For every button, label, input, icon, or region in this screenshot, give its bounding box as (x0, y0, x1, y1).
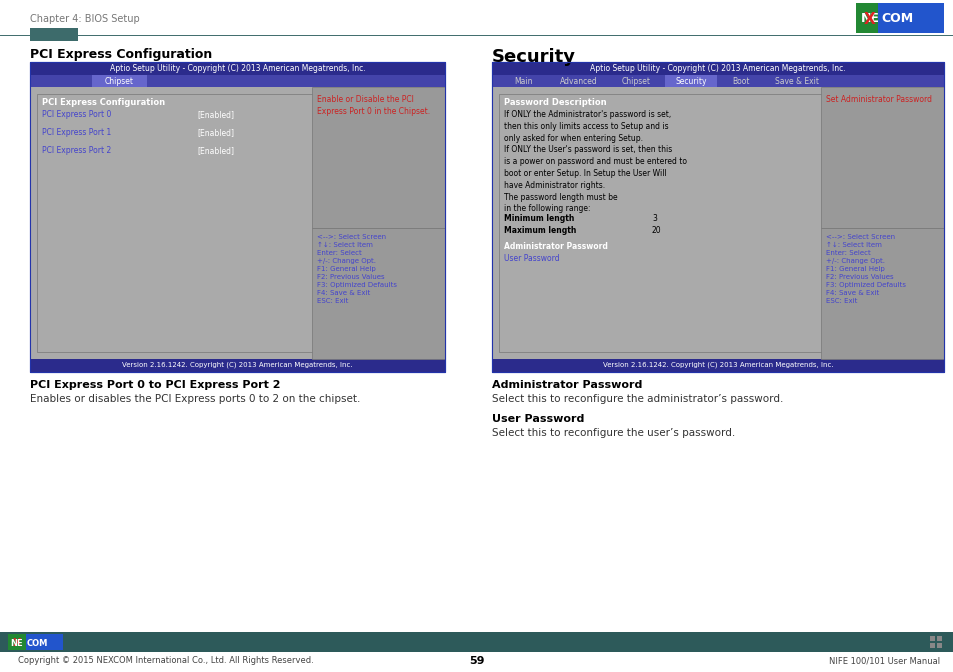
Bar (0, 632, 953, 652)
Bar (492, 75, 943, 87)
Text: <-->: Select Screen
↑↓: Select Item
Enter: Select
+/-: Change Opt.
F1: General H: <-->: Select Screen ↑↓: Select Item Ente… (825, 234, 905, 304)
Text: Boot: Boot (732, 77, 749, 86)
Bar (664, 75, 717, 87)
Bar (821, 228, 943, 359)
Text: Administrator Password: Administrator Password (503, 242, 607, 251)
Bar (929, 643, 934, 648)
Text: PCI Express Port 0 to PCI Express Port 2: PCI Express Port 0 to PCI Express Port 2 (30, 380, 280, 390)
Text: 3: 3 (651, 214, 657, 223)
Bar (91, 75, 147, 87)
Text: Enable or Disable the PCI
Express Port 0 in the Chipset.: Enable or Disable the PCI Express Port 0… (316, 95, 430, 116)
Text: Security: Security (675, 77, 706, 86)
Bar (37, 94, 437, 352)
Text: NE: NE (10, 638, 23, 648)
Text: PCI Express Port 2: PCI Express Port 2 (42, 146, 112, 155)
Bar (8, 634, 26, 650)
Bar (492, 62, 943, 372)
Text: Aptio Setup Utility - Copyright (C) 2013 American Megatrends, Inc.: Aptio Setup Utility - Copyright (C) 2013… (110, 64, 365, 73)
Bar (30, 62, 444, 75)
Text: <-->: Select Screen
↑↓: Select Item
Enter: Select
+/-: Change Opt.
F1: General H: <-->: Select Screen ↑↓: Select Item Ente… (316, 234, 396, 304)
Bar (492, 359, 943, 372)
Text: COM: COM (27, 638, 49, 648)
Bar (492, 62, 943, 75)
Bar (498, 94, 936, 352)
Bar (492, 62, 943, 372)
Bar (30, 87, 444, 359)
Text: Advanced: Advanced (559, 77, 598, 86)
Text: User Password: User Password (503, 254, 559, 263)
Text: [Enabled]: [Enabled] (196, 128, 233, 137)
Bar (0, 652, 953, 672)
Text: X: X (12, 638, 21, 648)
Text: User Password: User Password (492, 414, 584, 424)
Text: [Enabled]: [Enabled] (196, 146, 233, 155)
Text: X: X (863, 11, 875, 26)
Polygon shape (855, 3, 877, 33)
Bar (30, 62, 444, 372)
Text: Enables or disables the PCI Express ports 0 to 2 on the chipset.: Enables or disables the PCI Express port… (30, 394, 360, 404)
Bar (8, 634, 63, 650)
Bar (936, 643, 941, 648)
Text: Save & Exit: Save & Exit (774, 77, 818, 86)
Text: PCI Express Port 0: PCI Express Port 0 (42, 110, 112, 119)
Text: Aptio Setup Utility - Copyright (C) 2013 American Megatrends, Inc.: Aptio Setup Utility - Copyright (C) 2013… (590, 64, 845, 73)
Bar (936, 636, 941, 641)
Bar (929, 636, 934, 641)
Bar (312, 228, 444, 359)
Bar (312, 87, 444, 228)
Text: 20: 20 (651, 226, 661, 235)
Text: Security: Security (492, 48, 576, 66)
Text: Chipset: Chipset (105, 77, 133, 86)
Text: NE: NE (861, 13, 879, 26)
Bar (821, 87, 943, 228)
Text: Chipset: Chipset (620, 77, 650, 86)
Text: Version 2.16.1242. Copyright (C) 2013 American Megatrends, Inc.: Version 2.16.1242. Copyright (C) 2013 Am… (602, 361, 832, 368)
Text: Select this to reconfigure the administrator’s password.: Select this to reconfigure the administr… (492, 394, 782, 404)
Text: Password Description: Password Description (503, 98, 606, 107)
Text: NIFE 100/101 User Manual: NIFE 100/101 User Manual (828, 656, 939, 665)
Text: 59: 59 (469, 656, 484, 666)
Bar (855, 3, 943, 33)
Text: Minimum length: Minimum length (503, 214, 574, 223)
Text: PCI Express Configuration: PCI Express Configuration (30, 48, 212, 61)
Text: PCI Express Configuration: PCI Express Configuration (42, 98, 165, 107)
Text: Select this to reconfigure the user’s password.: Select this to reconfigure the user’s pa… (492, 428, 735, 438)
Text: [Enabled]: [Enabled] (196, 110, 233, 119)
Text: Maximum length: Maximum length (503, 226, 576, 235)
Text: Version 2.16.1242. Copyright (C) 2013 American Megatrends, Inc.: Version 2.16.1242. Copyright (C) 2013 Am… (122, 361, 353, 368)
Text: Set Administrator Password: Set Administrator Password (825, 95, 931, 104)
Bar (30, 359, 444, 372)
Text: Copyright © 2015 NEXCOM International Co., Ltd. All Rights Reserved.: Copyright © 2015 NEXCOM International Co… (18, 656, 314, 665)
Text: COM: COM (880, 13, 912, 26)
Text: If ONLY the Administrator's password is set,
then this only limits access to Set: If ONLY the Administrator's password is … (503, 110, 686, 214)
Text: Main: Main (515, 77, 533, 86)
Text: PCI Express Port 1: PCI Express Port 1 (42, 128, 112, 137)
Bar (492, 87, 943, 359)
Text: Administrator Password: Administrator Password (492, 380, 641, 390)
Bar (30, 75, 444, 87)
Bar (30, 28, 78, 41)
Bar (30, 62, 444, 372)
Text: Chapter 4: BIOS Setup: Chapter 4: BIOS Setup (30, 14, 139, 24)
